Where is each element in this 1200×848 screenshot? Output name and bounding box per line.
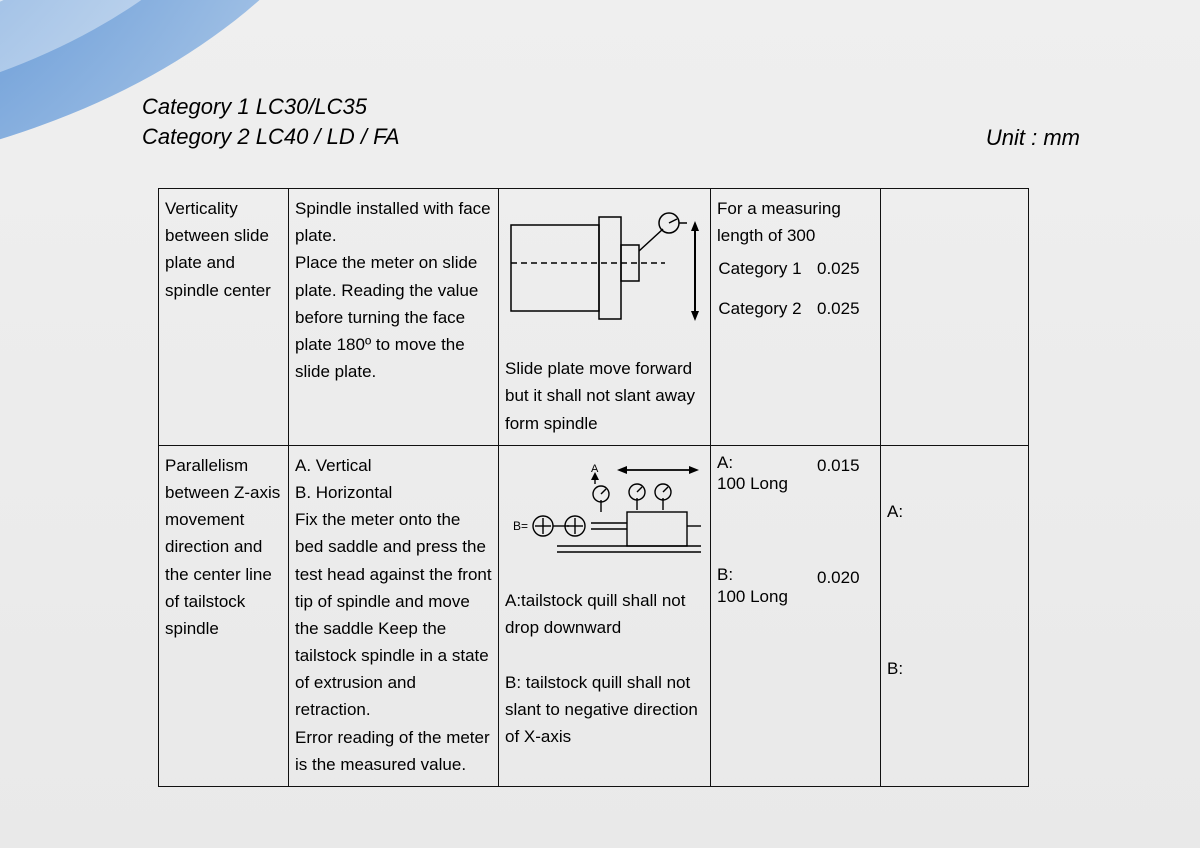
row2-diagram-cell: B= A — [499, 445, 711, 786]
row2-actual-a: A: — [887, 498, 1022, 525]
row1-actual — [881, 189, 1029, 446]
category-line-1: Category 1 LC30/LC35 — [142, 92, 400, 122]
row2-title: Parallelism between Z-axis movement dire… — [159, 445, 289, 786]
table-row: Verticality between slide plate and spin… — [159, 189, 1029, 446]
row2-tol1-label: A:100 Long — [717, 452, 803, 495]
header: Category 1 LC30/LC35 Category 2 LC40 / L… — [142, 92, 1080, 151]
row2-diagram-note: A:tailstock quill shall not drop downwar… — [505, 575, 704, 750]
spec-table: Verticality between slide plate and spin… — [158, 188, 1029, 787]
row1-tolerance: For a measuring length of 300 Category 1… — [711, 189, 881, 446]
row2-actual: A: B: — [881, 445, 1029, 786]
row2-diagram: B= A — [505, 452, 705, 567]
row1-tol1-label: Category 1 — [717, 258, 803, 279]
spec-table-wrap: Verticality between slide plate and spin… — [158, 188, 1028, 787]
unit-label: Unit : mm — [986, 125, 1080, 151]
row2-method: A. VerticalB. HorizontalFix the meter on… — [289, 445, 499, 786]
row2-tol2-value: 0.020 — [817, 564, 851, 591]
row1-diagram-cell: Slide plate move forward but it shall no… — [499, 189, 711, 446]
row2-tolerance: A:100 Long 0.015 B:100 Long 0.020 — [711, 445, 881, 786]
row1-diagram — [505, 195, 705, 335]
category-lines: Category 1 LC30/LC35 Category 2 LC40 / L… — [142, 92, 400, 151]
category-line-2: Category 2 LC40 / LD / FA — [142, 122, 400, 152]
row2-actual-b: B: — [887, 655, 1022, 682]
row1-method: Spindle installed with face plate.Place … — [289, 189, 499, 446]
row2-tol1-value: 0.015 — [817, 452, 860, 479]
row1-tol1-value: 0.025 — [817, 255, 860, 282]
row1-diagram-note: Slide plate move forward but it shall no… — [505, 343, 704, 437]
row1-tol-head: For a measuring length of 300 — [717, 195, 874, 249]
page-root: Category 1 LC30/LC35 Category 2 LC40 / L… — [0, 0, 1200, 848]
row2-tol2-label: B:100 Long — [717, 564, 803, 607]
svg-text:B=: B= — [513, 519, 528, 533]
table-row: Parallelism between Z-axis movement dire… — [159, 445, 1029, 786]
row1-title: Verticality between slide plate and spin… — [159, 189, 289, 446]
row1-tol2-value: 0.025 — [817, 295, 860, 322]
row1-tol2-label: Category 2 — [717, 298, 803, 319]
svg-text:A: A — [591, 463, 599, 475]
